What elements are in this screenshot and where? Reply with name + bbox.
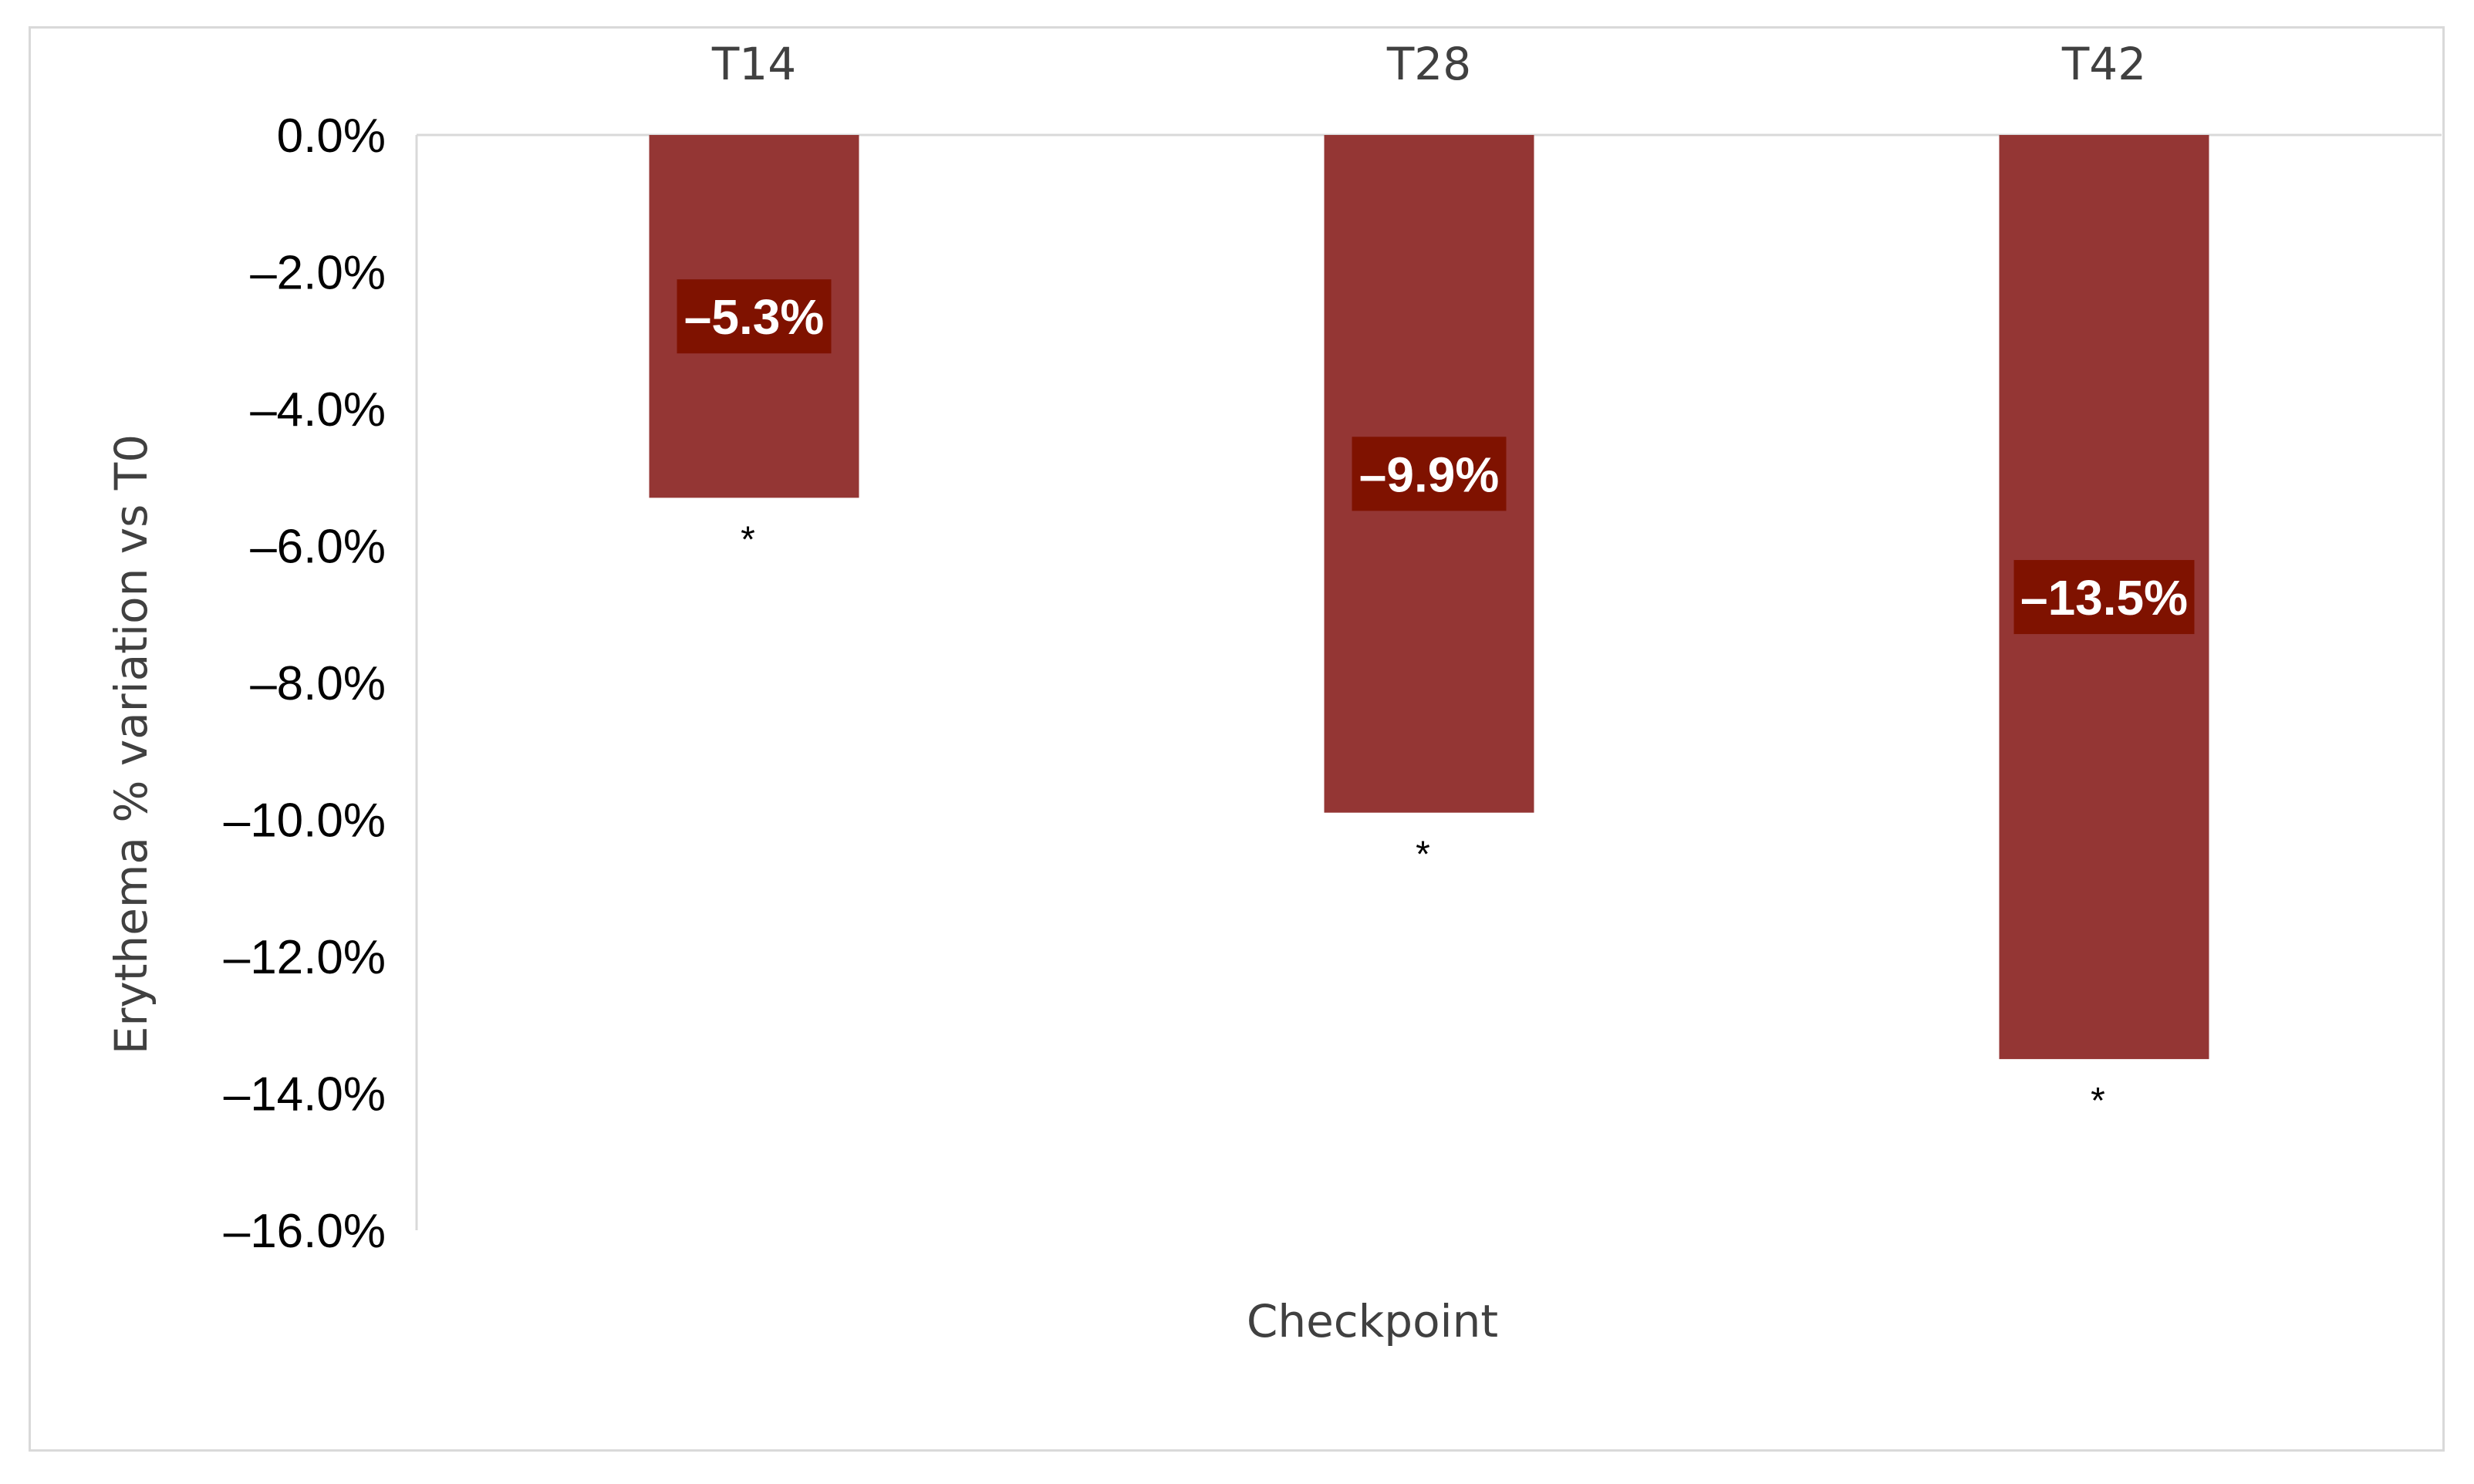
y-tick-label: –14.0%: [224, 1068, 386, 1121]
y-axis: 0.0% –2.0% –4.0% –6.0% –8.0% –10.0% –12.0% –14.…: [224, 110, 418, 1258]
x-axis-title: Checkpoint: [1247, 1295, 1498, 1347]
x-tick-label: T14: [711, 38, 796, 90]
y-tick-label: –10.0%: [224, 794, 386, 848]
bars: –5.3% * –9.9% * –13.5% *: [649, 135, 2209, 1121]
data-label: –5.3%: [684, 289, 824, 345]
y-tick-label: –8.0%: [250, 657, 386, 710]
data-label-box: [677, 279, 832, 354]
data-label: –13.5%: [2020, 570, 2188, 626]
x-tick-label: T42: [2061, 38, 2146, 90]
x-axis: T14 T28 T42: [417, 38, 2442, 137]
y-tick-label: –2.0%: [250, 247, 386, 300]
y-tick-label: –4.0%: [250, 383, 386, 437]
data-label-box: [1352, 437, 1507, 511]
y-tick-label: –16.0%: [224, 1205, 386, 1258]
data-label-box: [2013, 560, 2195, 635]
significance-mark: *: [741, 519, 755, 560]
y-axis-title: Erythema % variation vs T0: [105, 434, 157, 1054]
x-tick-label: T28: [1386, 38, 1471, 90]
significance-mark: *: [1416, 835, 1430, 875]
significance-mark: *: [2091, 1081, 2105, 1121]
y-tick-label: –6.0%: [250, 521, 386, 574]
data-label: –9.9%: [1359, 447, 1499, 502]
y-tick-label: 0.0%: [277, 110, 386, 163]
y-tick-label: –12.0%: [224, 931, 386, 984]
